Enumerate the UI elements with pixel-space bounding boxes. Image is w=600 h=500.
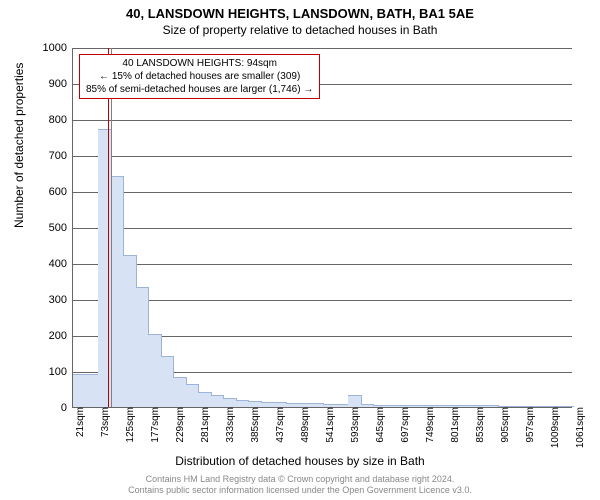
histogram-bar [311, 403, 325, 407]
annotation-box: 40 LANSDOWN HEIGHTS: 94sqm ← 15% of deta… [79, 54, 320, 99]
xtick-label: 125sqm [121, 407, 136, 443]
annotation-line-larger: 85% of semi-detached houses are larger (… [86, 83, 313, 96]
histogram-bar [323, 404, 337, 407]
ytick-label: 400 [49, 258, 73, 270]
xtick-label: 489sqm [296, 407, 311, 443]
ytick-label: 500 [49, 222, 73, 234]
histogram-bar [111, 176, 125, 407]
histogram-bar [373, 405, 387, 407]
histogram-bar [273, 402, 287, 407]
histogram-bar [236, 400, 250, 407]
xtick-label: 957sqm [521, 407, 536, 443]
xtick-label: 229sqm [171, 407, 186, 443]
ytick-label: 900 [49, 78, 73, 90]
histogram-bar [136, 287, 150, 407]
histogram-bar [161, 356, 175, 407]
xtick-label: 281sqm [196, 407, 211, 443]
histogram-bar [461, 405, 475, 407]
xtick-label: 437sqm [271, 407, 286, 443]
histogram-bar [211, 395, 225, 407]
gridline-h [73, 228, 572, 229]
histogram-bar [511, 406, 525, 407]
histogram-bar [336, 404, 350, 407]
gridline-h [73, 120, 572, 121]
histogram-bar [186, 384, 200, 407]
xtick-label: 905sqm [496, 407, 511, 443]
histogram-bar [286, 403, 300, 407]
y-axis-label: Number of detached properties [12, 63, 26, 228]
xtick-label: 177sqm [146, 407, 161, 443]
refline-property [108, 48, 109, 407]
footnote: Contains HM Land Registry data © Crown c… [0, 474, 600, 496]
gridline-h [73, 48, 572, 49]
histogram-bar [223, 398, 237, 407]
xtick-label: 593sqm [346, 407, 361, 443]
histogram-bar [548, 406, 562, 407]
histogram-bar [73, 374, 87, 407]
annotation-line-smaller: ← 15% of detached houses are smaller (30… [86, 70, 313, 83]
histogram-bar [561, 406, 575, 407]
histogram-bar [198, 392, 212, 407]
annotation-line-property: 40 LANSDOWN HEIGHTS: 94sqm [86, 57, 313, 70]
gridline-h [73, 192, 572, 193]
ytick-label: 200 [49, 330, 73, 342]
gridline-h [73, 264, 572, 265]
xtick-label: 645sqm [371, 407, 386, 443]
histogram-bar [148, 334, 162, 407]
footnote-copyright: Contains HM Land Registry data © Crown c… [0, 474, 600, 485]
histogram-bar [398, 405, 412, 407]
histogram-bar [473, 405, 487, 407]
histogram-bar [436, 405, 450, 407]
histogram-bar [98, 129, 112, 407]
histogram-bar [298, 403, 312, 407]
ytick-label: 300 [49, 294, 73, 306]
ytick-label: 700 [49, 150, 73, 162]
xtick-label: 73sqm [96, 407, 111, 437]
histogram-bar [386, 405, 400, 407]
xtick-label: 801sqm [446, 407, 461, 443]
xtick-label: 1009sqm [546, 407, 561, 448]
ytick-label: 600 [49, 186, 73, 198]
histogram-bar [86, 374, 100, 407]
histogram-bar [261, 402, 275, 407]
refline-median [111, 48, 112, 407]
histogram-bar [486, 405, 500, 407]
ytick-label: 100 [49, 366, 73, 378]
footnote-licence: Contains public sector information licen… [0, 485, 600, 496]
histogram-plot: 0100200300400500600700800900100021sqm73s… [72, 48, 572, 408]
xtick-label: 1061sqm [571, 407, 586, 448]
x-axis-label: Distribution of detached houses by size … [0, 454, 600, 468]
histogram-bar [498, 406, 512, 407]
histogram-bar [348, 395, 362, 407]
xtick-label: 541sqm [321, 407, 336, 443]
histogram-bar [173, 377, 187, 407]
chart-subtitle: Size of property relative to detached ho… [0, 21, 600, 37]
histogram-bar [361, 404, 375, 407]
xtick-label: 21sqm [71, 407, 86, 437]
xtick-label: 853sqm [471, 407, 486, 443]
ytick-label: 1000 [43, 42, 73, 54]
histogram-bar [523, 406, 537, 407]
chart-title-address: 40, LANSDOWN HEIGHTS, LANSDOWN, BATH, BA… [0, 0, 600, 21]
gridline-h [73, 156, 572, 157]
histogram-bar [123, 255, 137, 407]
histogram-bar [248, 401, 262, 407]
histogram-bar [411, 405, 425, 407]
xtick-label: 333sqm [221, 407, 236, 443]
histogram-bar [536, 406, 550, 407]
ytick-label: 800 [49, 114, 73, 126]
histogram-bar [423, 405, 437, 407]
xtick-label: 697sqm [396, 407, 411, 443]
xtick-label: 749sqm [421, 407, 436, 443]
xtick-label: 385sqm [246, 407, 261, 443]
histogram-bar [448, 405, 462, 407]
